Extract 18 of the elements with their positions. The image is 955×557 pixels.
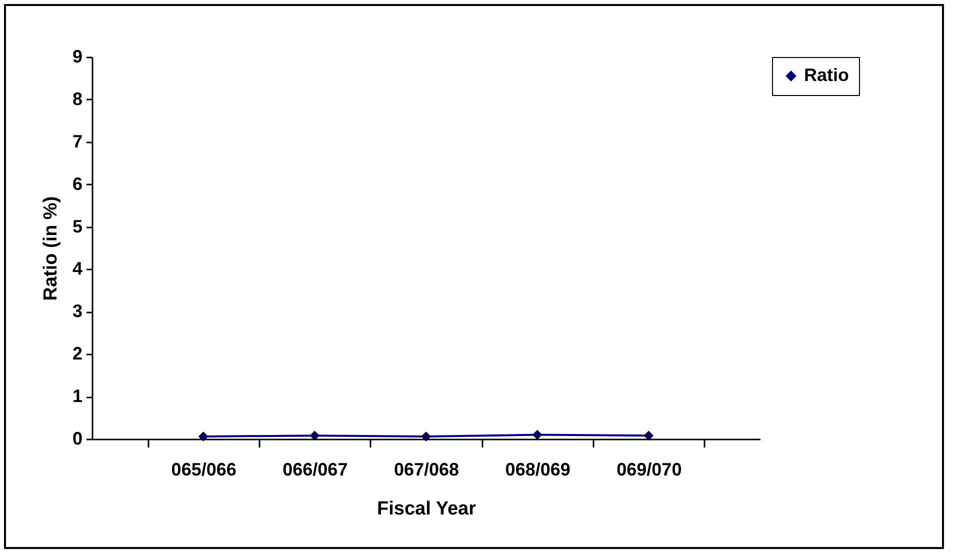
y-tick-label: 9 [72,46,82,66]
y-tick-label: 7 [72,131,82,152]
y-axis-title: Ratio (in %) [40,196,62,301]
y-tick-label: 8 [72,88,82,109]
y-tick-label: 6 [72,174,82,194]
x-tick-label: 066/067 [282,460,348,480]
y-tick-label: 3 [72,301,82,322]
y-tick-label: 0 [72,428,82,448]
x-tick-label: 068/069 [505,460,570,480]
x-axis-title: Fiscal Year [377,498,477,520]
x-tick-label: 069/070 [616,460,682,480]
y-tick-label: 5 [72,216,82,236]
y-tick-label: 2 [72,344,82,364]
x-tick-label: 065/066 [171,460,236,480]
y-tick-label: 4 [72,258,82,279]
legend-label: Ratio [804,65,850,85]
x-tick-label: 067/068 [394,460,460,480]
y-tick-label: 1 [72,386,82,406]
